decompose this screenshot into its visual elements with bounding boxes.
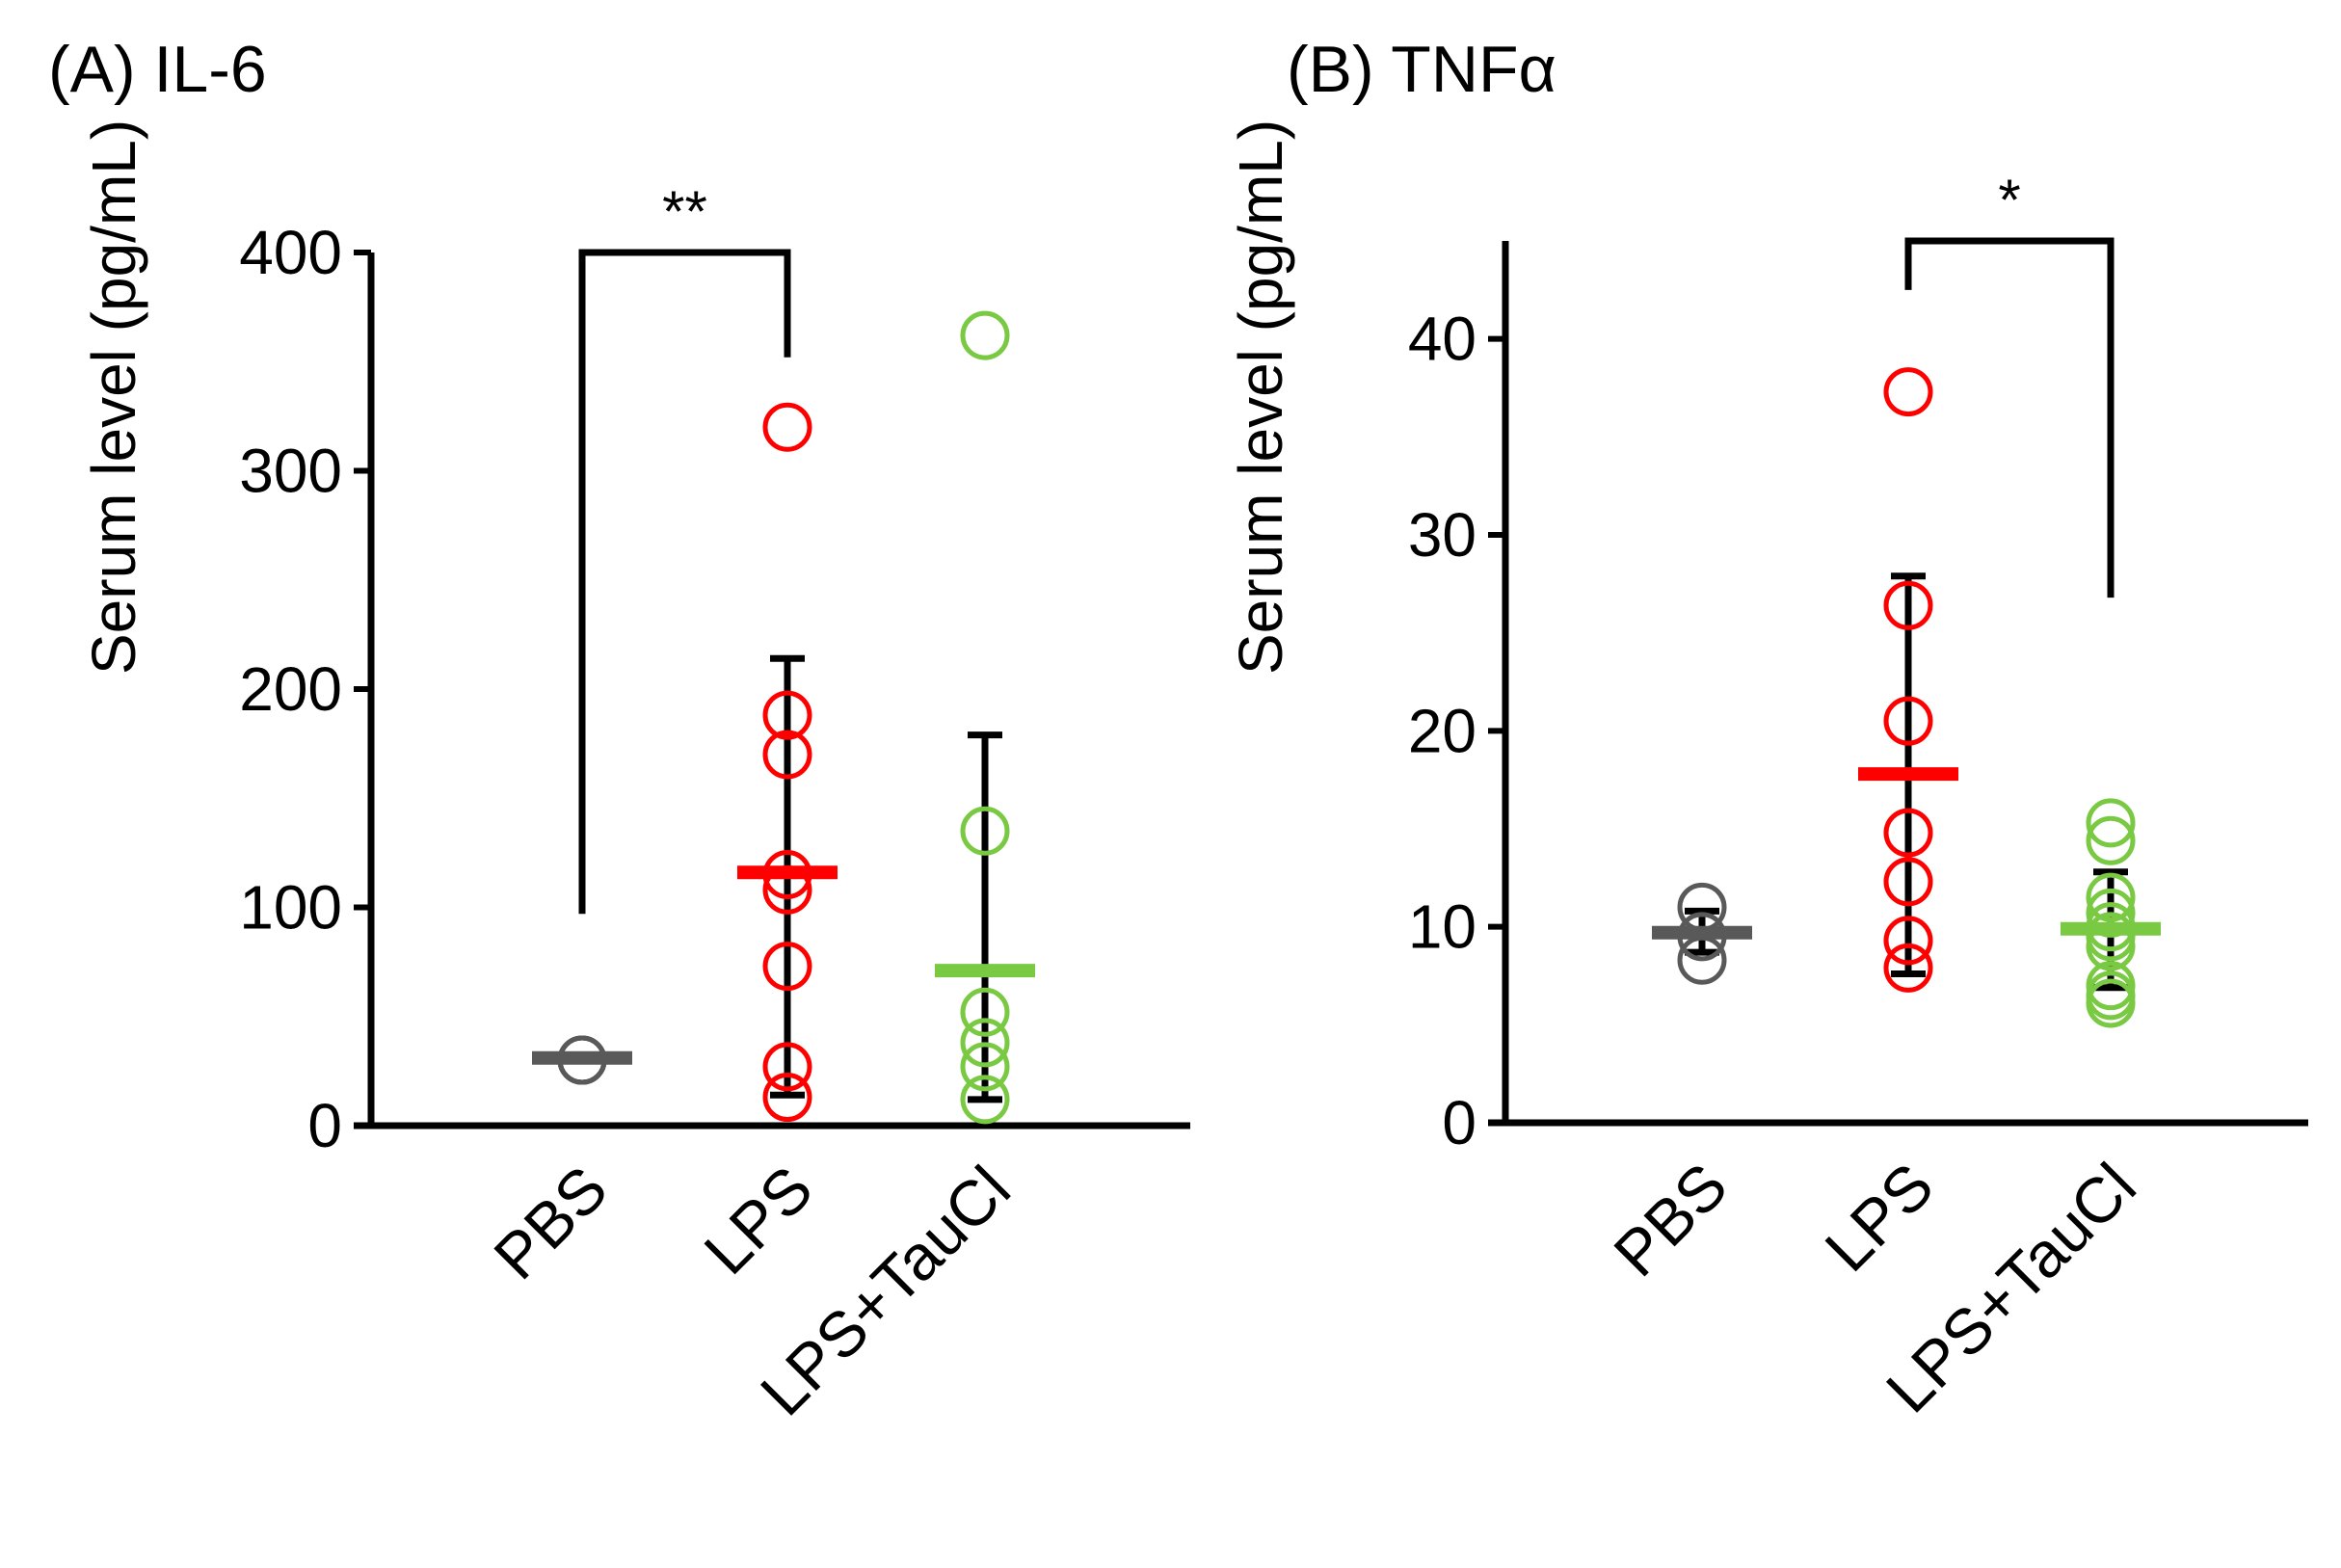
panel-a-data-point [960, 1018, 1010, 1068]
panel-a-data-point [762, 690, 812, 740]
panel-b-x-tick-label: LPS [1811, 1150, 1947, 1286]
panel-b-y-tick-label: 10 [1408, 892, 1476, 962]
panel-a-data-point [960, 987, 1010, 1037]
panel-b-y-tick-label: 30 [1408, 500, 1476, 570]
panel-b-data-point [2086, 872, 2136, 922]
panel-b-tnfa-chart: (B) TNFα Serum level (pg/mL) 0 10 20 30 40 PB… [1226, 33, 2308, 1426]
panel-a-x-tick-label: LPS [690, 1153, 826, 1289]
panel-b-significance-bracket [1904, 237, 2115, 598]
panel-a-y-tick-label: 400 [239, 218, 342, 287]
panel-a-y-tick-label: 200 [239, 654, 342, 724]
panel-b-y-tick-label: 40 [1408, 305, 1476, 374]
panel-a-y-tick-label: 0 [307, 1091, 342, 1160]
panel-b-data-point [1883, 943, 1933, 993]
panel-b-title: (B) TNFα [1287, 33, 1556, 106]
panel-b-data-point [1883, 857, 1933, 907]
panel-b-y-tick-label: 20 [1408, 696, 1476, 765]
panel-b-data-point [2086, 815, 2136, 865]
panel-b-data-point [1883, 367, 1933, 417]
panel-b-x-tick-label: PBS [1600, 1150, 1741, 1290]
panel-b-data-point [1883, 916, 1933, 966]
panel-b-data-point [2086, 978, 2136, 1028]
panel-b-significance-label: * [1998, 168, 2020, 232]
panel-a-il6-chart: (A) IL-6 Serum level (pg/mL) 0 100 200 300 4… [48, 33, 1190, 1429]
panel-a-data-point [762, 1073, 812, 1123]
panel-b-data-point [1883, 808, 1933, 858]
panel-a-y-axis-label: Serum level (pg/mL) [79, 120, 148, 675]
panel-a-significance-label: ** [662, 179, 707, 244]
panel-a-title: (A) IL-6 [48, 33, 267, 106]
panel-a-data-point [762, 402, 812, 452]
panel-a-data-point [960, 1075, 1010, 1125]
panel-a-data-point [762, 942, 812, 992]
panel-a-data-point [762, 730, 812, 780]
panel-b-data-point [1883, 580, 1933, 630]
panel-a-data-point [960, 310, 1010, 360]
panel-a-data-point [960, 1042, 1010, 1092]
panel-a-y-tick-label: 300 [239, 437, 342, 506]
panel-a-data-point [960, 806, 1010, 856]
panel-b-y-axis-label: Serum level (pg/mL) [1226, 120, 1295, 675]
panel-a-data-point [762, 1042, 812, 1092]
panel-b-data-point [1883, 696, 1933, 746]
panel-b-data-point [2086, 798, 2136, 848]
panel-a-significance-bracket [578, 249, 791, 915]
panel-a-x-tick-label: PBS [480, 1153, 621, 1293]
panel-b-y-tick-label: 0 [1442, 1088, 1476, 1157]
panel-a-y-tick-label: 100 [239, 873, 342, 943]
